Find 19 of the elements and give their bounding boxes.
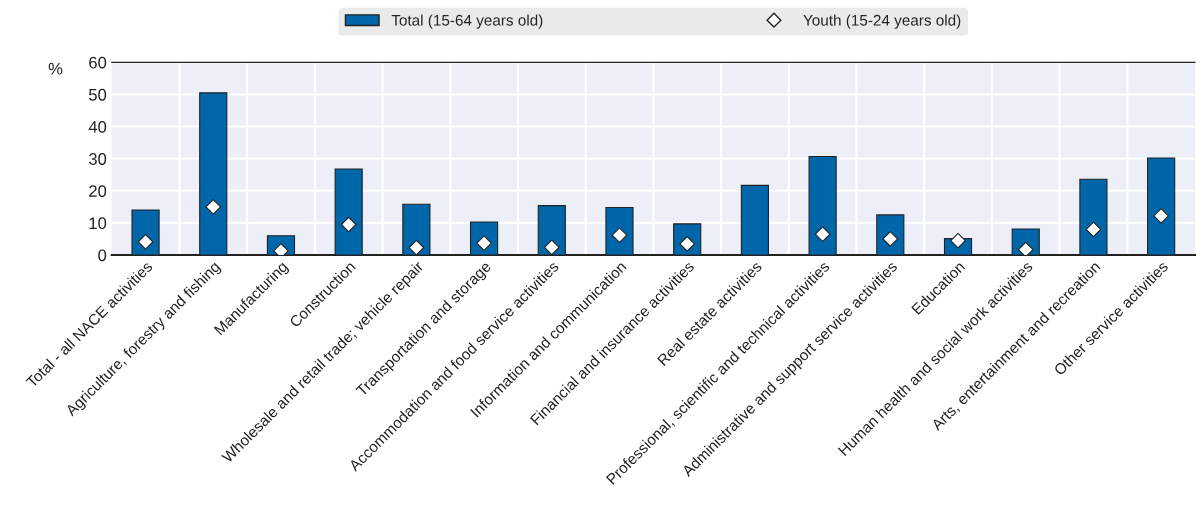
point bbox=[408, 239, 425, 256]
y-tick-label: 30 bbox=[88, 153, 107, 165]
y-tick-label: 50 bbox=[88, 88, 107, 101]
point bbox=[814, 226, 831, 242]
point bbox=[1085, 221, 1102, 238]
y-tick-label: 10 bbox=[89, 217, 107, 230]
y-tick-label: 40 bbox=[88, 120, 107, 133]
y-tick-label: 60 bbox=[89, 56, 107, 69]
point bbox=[950, 232, 966, 249]
y-tick-label: 0 bbox=[98, 249, 107, 262]
y-tick-label: 20 bbox=[89, 185, 107, 197]
legend-label: Youth (15-24 years old) bbox=[803, 14, 961, 29]
point bbox=[1153, 208, 1169, 224]
point bbox=[137, 234, 154, 250]
legend-label: Total (15-64 years old) bbox=[391, 14, 543, 29]
point bbox=[205, 199, 222, 215]
point bbox=[340, 216, 357, 233]
y-axis-title: % bbox=[48, 62, 63, 75]
point bbox=[543, 239, 560, 256]
